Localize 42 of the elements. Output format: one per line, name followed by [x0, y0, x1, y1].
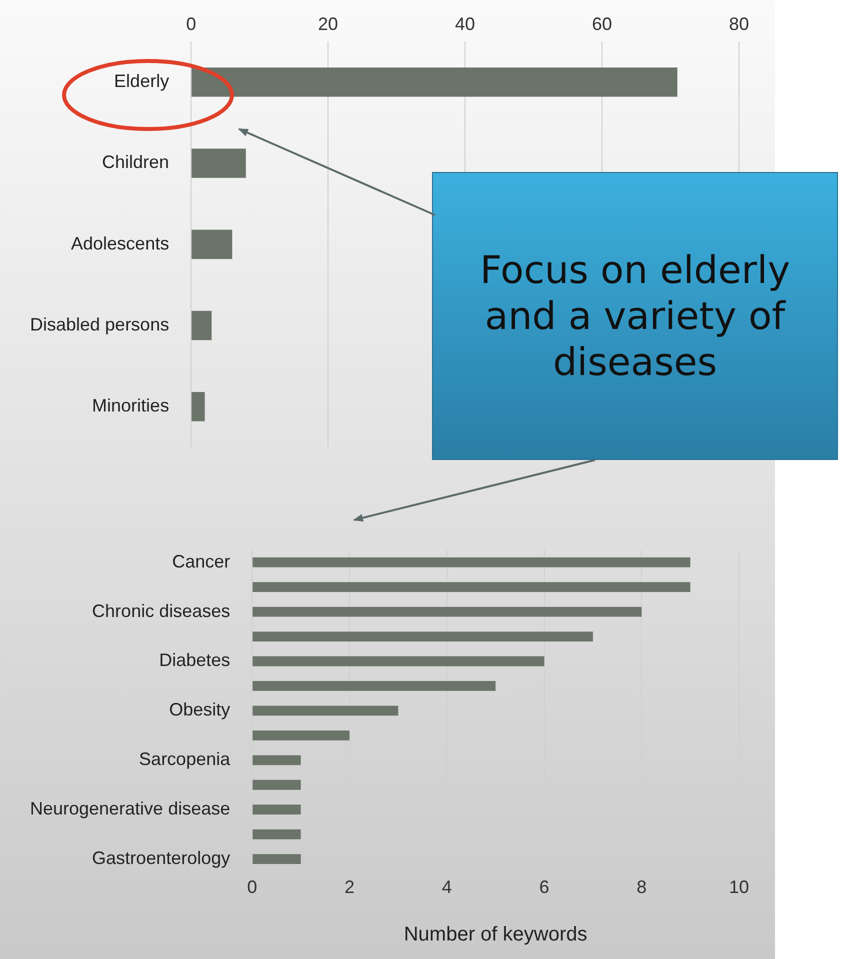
- y-tick-label: Gastroenterology: [92, 848, 230, 868]
- y-tick-label: Chronic diseases: [92, 600, 230, 621]
- bar: [252, 829, 301, 840]
- x-tick-label: 10: [728, 877, 750, 898]
- x-tick-label: 0: [247, 877, 258, 898]
- x-axis-title: Number of keywords: [404, 924, 588, 946]
- y-tick-label: Adolescents: [71, 233, 170, 254]
- bar: [252, 730, 350, 740]
- x-tick-label: 40: [455, 14, 476, 34]
- bar: [252, 755, 301, 766]
- y-tick-label: Sarcopenia: [139, 749, 232, 770]
- x-tick-label: 6: [539, 877, 550, 898]
- x-tick-label: 2: [344, 877, 355, 898]
- x-tick-label: 80: [728, 14, 750, 34]
- bar: [252, 557, 690, 568]
- callout-box: Focus on elderly and a variety of diseases: [432, 172, 838, 460]
- bar: [252, 780, 301, 790]
- bar: [252, 804, 301, 815]
- x-tick-label: 4: [442, 877, 452, 898]
- bar: [192, 230, 232, 259]
- bar: [192, 392, 205, 422]
- y-tick-label: Diabetes: [159, 650, 230, 670]
- y-tick-label: Cancer: [172, 551, 230, 572]
- y-tick-label: Obesity: [169, 700, 230, 720]
- x-tick-label: 20: [318, 14, 338, 34]
- bar: [252, 606, 642, 617]
- x-tick-label: 0: [186, 14, 196, 34]
- bar: [252, 681, 496, 691]
- y-tick-label: Elderly: [114, 71, 170, 92]
- bar: [252, 582, 690, 592]
- y-tick-label: Minorities: [92, 396, 170, 416]
- y-tick-label: Children: [102, 152, 170, 172]
- bar: [192, 310, 212, 340]
- bar: [252, 632, 593, 642]
- bar: [192, 148, 246, 178]
- bar: [252, 656, 544, 666]
- x-tick-label: 60: [592, 14, 612, 34]
- y-tick-label: Neurogenerative disease: [30, 798, 230, 819]
- bar: [252, 706, 398, 716]
- x-tick-label: 8: [636, 877, 647, 898]
- bar: [252, 854, 301, 864]
- y-tick-label: Disabled persons: [30, 314, 170, 334]
